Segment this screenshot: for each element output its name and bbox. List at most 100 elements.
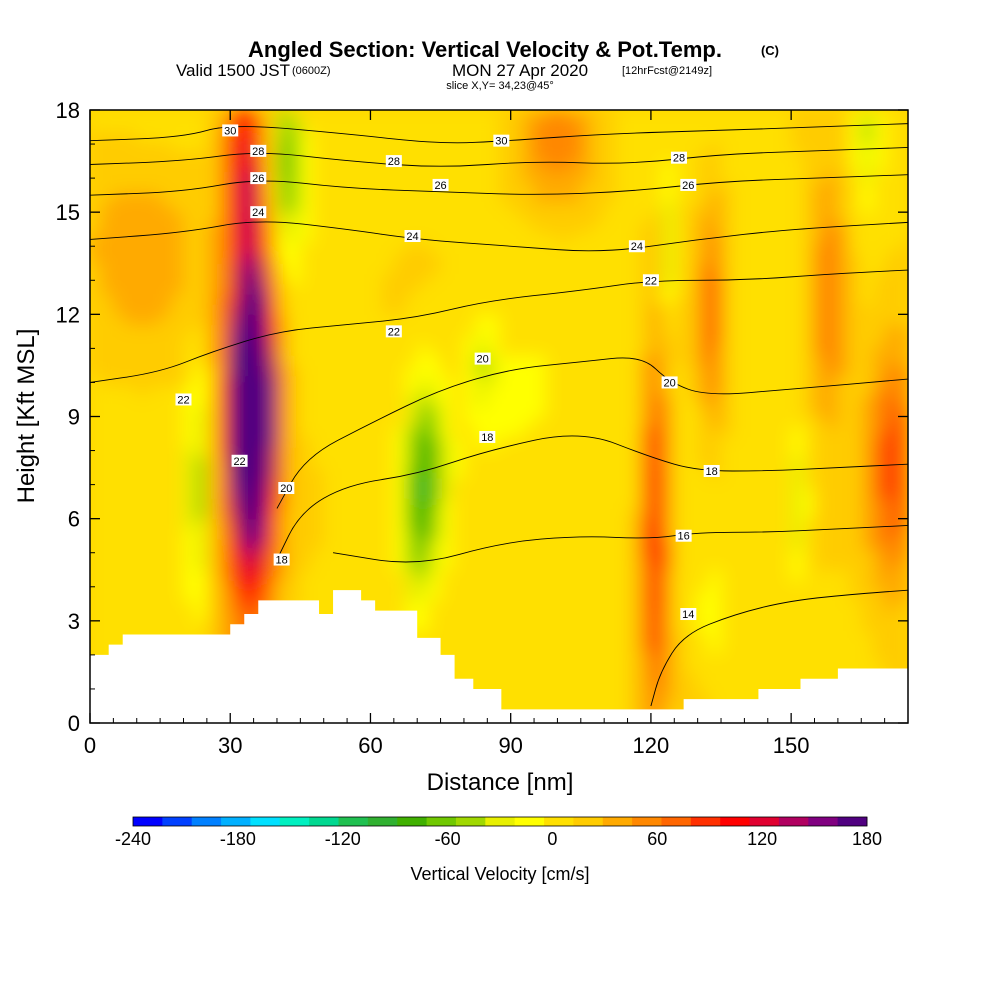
field-cell [265, 161, 278, 172]
field-cell [592, 549, 605, 561]
field-cell [849, 375, 862, 387]
field-cell [312, 559, 325, 571]
field-cell [206, 253, 220, 264]
field-cell [884, 641, 897, 653]
svg-text:28: 28 [673, 153, 685, 165]
field-cell [463, 293, 477, 305]
field-cell [417, 334, 430, 346]
field-cell [522, 631, 535, 642]
field-cell [802, 651, 816, 663]
field-cell [90, 161, 103, 172]
field-cell [627, 150, 640, 162]
field-cell [463, 140, 477, 152]
field-cell [545, 559, 559, 571]
field-cell [452, 447, 465, 458]
field-cell [627, 355, 640, 367]
field-cell [393, 396, 407, 407]
field-cell [323, 365, 336, 377]
field-cell [171, 436, 185, 448]
field-cell [241, 191, 255, 203]
field-cell [639, 641, 652, 653]
field-cell [639, 253, 652, 264]
field-cell [160, 140, 173, 152]
field-cell [744, 365, 757, 377]
field-cell [417, 232, 430, 244]
field-cell [627, 559, 640, 571]
field-cell [499, 651, 512, 663]
field-cell [276, 222, 290, 234]
field-cell [370, 488, 383, 499]
field-cell [417, 365, 430, 377]
field-cell [779, 620, 792, 632]
field-cell [230, 293, 243, 305]
field-cell [802, 498, 816, 510]
field-cell [756, 426, 769, 438]
field-cell [253, 273, 266, 285]
field-cell [522, 283, 535, 295]
field-cell [545, 600, 559, 612]
field-cell [826, 447, 839, 458]
field-cell [440, 191, 453, 203]
field-cell [253, 120, 266, 132]
field-cell [557, 651, 570, 663]
field-cell [732, 171, 745, 183]
field-cell [756, 304, 769, 315]
field-cell [125, 477, 138, 489]
field-cell [136, 201, 150, 213]
field-cell [569, 304, 582, 315]
field-cell [382, 498, 395, 510]
potential-temperature-contours: 1416182022242628302222201820182224262824… [90, 123, 908, 707]
field-cell [709, 355, 722, 367]
field-cell [522, 314, 535, 326]
field-cell [101, 222, 114, 234]
field-cell [136, 365, 150, 377]
field-cell [580, 385, 594, 397]
field-cell [90, 150, 103, 162]
field-cell [779, 467, 792, 479]
field-cell [300, 253, 313, 264]
field-cell [440, 150, 453, 162]
field-cell [276, 120, 290, 132]
field-cell [241, 140, 255, 152]
field-cell [241, 528, 255, 540]
field-cell [195, 416, 208, 428]
field-cell [522, 508, 535, 520]
field-cell [697, 498, 710, 510]
field-cell [767, 212, 781, 223]
field-cell [265, 293, 278, 305]
field-cell [136, 273, 150, 285]
field-cell [884, 222, 897, 234]
field-cell [206, 406, 220, 418]
field-cell [218, 314, 231, 326]
field-cell [685, 171, 699, 183]
field-cell [837, 365, 851, 377]
field-cell [382, 447, 395, 458]
field-cell [674, 436, 687, 448]
field-cell [323, 273, 336, 285]
field-cell [569, 671, 582, 683]
field-cell [756, 334, 769, 346]
field-cell [697, 692, 710, 704]
field-cell [405, 120, 418, 132]
field-cell [884, 447, 897, 458]
field-cell [276, 467, 290, 479]
field-cell [90, 222, 103, 234]
field-cell [604, 181, 617, 193]
field-cell [767, 477, 781, 489]
field-cell [627, 293, 640, 305]
field-cell [650, 477, 664, 489]
field-cell [791, 201, 804, 213]
field-cell [849, 334, 862, 346]
field-cell [463, 120, 477, 132]
field-cell [861, 355, 874, 367]
field-cell [697, 212, 710, 223]
field-cell [837, 457, 851, 469]
field-cell [849, 457, 862, 469]
contour-label: 22 [385, 325, 402, 338]
field-cell [160, 201, 173, 213]
field-cell [604, 477, 617, 489]
field-cell [440, 426, 453, 438]
field-cell [639, 324, 652, 336]
field-cell [709, 539, 722, 550]
field-cell [148, 191, 161, 203]
